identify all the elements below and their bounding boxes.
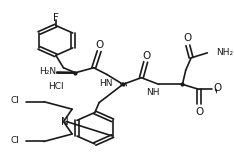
Text: O: O [95, 40, 103, 50]
Text: H₂N: H₂N [39, 67, 56, 76]
Text: O: O [184, 33, 192, 43]
Text: Cl: Cl [10, 96, 19, 105]
Text: O: O [143, 51, 151, 61]
Text: NH₂: NH₂ [216, 48, 233, 57]
Text: N: N [61, 117, 68, 127]
Text: HCl: HCl [48, 82, 64, 91]
Text: Cl: Cl [10, 136, 19, 145]
Text: O: O [196, 107, 204, 117]
Text: HN: HN [99, 79, 112, 88]
Text: O: O [214, 84, 222, 94]
Text: NH: NH [146, 88, 160, 97]
Text: F: F [53, 13, 59, 23]
